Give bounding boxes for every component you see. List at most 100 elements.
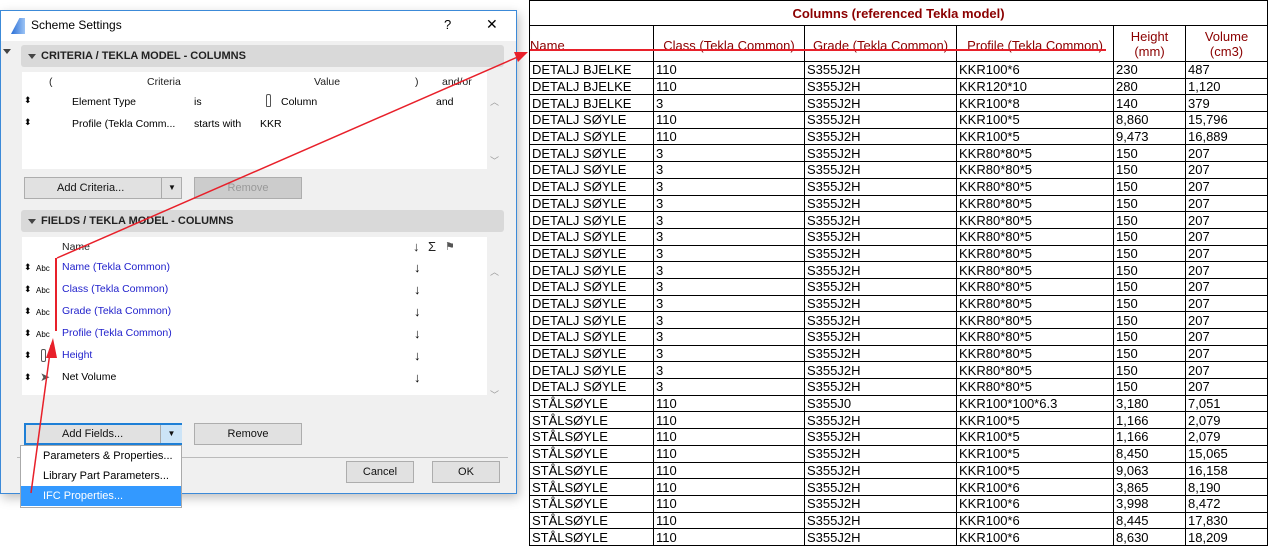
fields-section-header[interactable]: FIELDS / TEKLA MODEL - COLUMNS (21, 210, 504, 232)
menu-item-library-part-parameters[interactable]: Library Part Parameters... (43, 470, 169, 482)
add-criteria-button[interactable]: Add Criteria... ▼ (24, 177, 182, 199)
table-cell: 8,450 (1113, 444, 1186, 463)
table-cell: DETALJ SØYLE (529, 261, 654, 279)
drag-handle-icon[interactable]: ⬍ (24, 284, 32, 294)
criteria-op: starts with (194, 118, 242, 130)
table-cell: KKR100*5 (956, 444, 1114, 463)
table-cell: KKR80*80*5 (956, 161, 1114, 179)
drag-handle-icon[interactable]: ⬍ (24, 306, 32, 316)
table-cell: KKR100*5 (956, 127, 1114, 146)
table-cell: KKR80*80*5 (956, 211, 1114, 229)
table-cell: S355J2H (804, 528, 957, 546)
column-header: Class (Tekla Common) (653, 25, 805, 62)
collapse-arrow-icon[interactable] (3, 49, 11, 58)
scroll-down-icon[interactable]: ﹀ (490, 156, 500, 166)
scroll-up-icon[interactable]: ︿ (490, 97, 500, 107)
table-cell: 3,180 (1113, 394, 1186, 413)
menu-item-ifc-properties[interactable]: IFC Properties... (21, 486, 181, 506)
table-cell: 140 (1113, 94, 1186, 113)
field-name: Grade (Tekla Common) (62, 305, 172, 317)
remove-criteria-button: Remove (194, 177, 302, 199)
table-row: DETALJ SØYLE 3 S355J2H KKR80*80*5 150 207 (529, 211, 1268, 229)
cursor-icon: ➤ (40, 370, 51, 384)
table-row: DETALJ SØYLE 3 S355J2H KKR80*80*5 150 207 (529, 311, 1268, 329)
sort-arrow-icon[interactable]: ↓ (414, 304, 421, 319)
table-cell: 207 (1184, 311, 1268, 329)
column-header: Name (529, 25, 654, 62)
table-cell: S355J2H (804, 111, 957, 129)
add-fields-dropdown-menu: Parameters & Properties... Library Part … (20, 445, 182, 508)
close-button[interactable]: ✕ (486, 16, 498, 32)
table-cell: 207 (1184, 378, 1268, 396)
table-cell: S355J2H (804, 177, 957, 196)
table-cell: 110 (653, 77, 805, 96)
table-cell: DETALJ SØYLE (529, 161, 654, 179)
table-cell: 8,190 (1184, 478, 1268, 496)
menu-item-parameters-properties[interactable]: Parameters & Properties... (43, 450, 173, 462)
cancel-button[interactable]: Cancel (346, 461, 414, 483)
table-cell: STÅLSØYLE (529, 444, 654, 463)
table-cell: KKR80*80*5 (956, 328, 1114, 346)
criteria-section-header[interactable]: CRITERIA / TEKLA MODEL - COLUMNS (21, 45, 504, 67)
table-row: STÅLSØYLE 110 S355J2H KKR100*6 3,998 8,472 (529, 494, 1268, 513)
table-row: STÅLSØYLE 110 S355J0 KKR100*100*6.3 3,180 7,0… (529, 394, 1268, 413)
dropdown-arrow-icon[interactable]: ▼ (161, 178, 182, 198)
annotation-arrow-line (30, 344, 52, 494)
ok-button[interactable]: OK (432, 461, 500, 483)
table-cell: 15,796 (1184, 111, 1268, 129)
scroll-down-icon[interactable]: ﹀ (490, 390, 500, 400)
remove-fields-button[interactable]: Remove (194, 423, 302, 445)
drag-handle-icon[interactable]: ⬍ (24, 328, 32, 338)
table-cell: S355J2H (804, 94, 957, 113)
table-cell: 230 (1113, 61, 1186, 79)
table-cell: KKR100*6 (956, 511, 1114, 530)
table-cell: 487 (1184, 61, 1268, 79)
table-row: DETALJ BJELKE 3 S355J2H KKR100*8 140 379 (529, 94, 1268, 113)
table-cell: DETALJ SØYLE (529, 328, 654, 346)
table-cell: 3 (653, 94, 805, 113)
fields-list: Name ↓ Σ ⚑ ⬍ Abc Name (Tekla Common) ↓ ⬍ Ab… (22, 237, 487, 395)
table-cell: KKR100*5 (956, 111, 1114, 129)
table-row: DETALJ SØYLE 3 S355J2H KKR80*80*5 150 207 (529, 294, 1268, 313)
flag-icon: ⚑ (445, 241, 455, 253)
text-type-icon: Abc (36, 308, 50, 317)
table-row: STÅLSØYLE 110 S355J2H KKR100*6 8,630 18,209 (529, 528, 1268, 546)
table-cell: 150 (1113, 311, 1186, 329)
table-cell: DETALJ BJELKE (529, 94, 654, 113)
table-cell: KKR100*6 (956, 478, 1114, 496)
add-fields-button[interactable]: Add Fields... ▼ (24, 423, 182, 445)
table-cell: STÅLSØYLE (529, 511, 654, 530)
dropdown-arrow-icon[interactable]: ▼ (160, 425, 182, 443)
table-cell: S355J2H (804, 61, 957, 79)
sort-arrow-icon[interactable]: ↓ (414, 260, 421, 275)
table-cell: KKR80*80*5 (956, 294, 1114, 313)
table-cell: 2,079 (1184, 411, 1268, 430)
col-sum: Σ (428, 239, 437, 254)
scroll-up-icon[interactable]: ︿ (490, 267, 500, 277)
criteria-value: Column (281, 96, 318, 108)
sort-arrow-icon[interactable]: ↓ (414, 326, 421, 341)
drag-handle-icon[interactable]: ⬍ (24, 95, 32, 105)
table-cell: 8,860 (1113, 111, 1186, 129)
col-open-paren: ( (49, 76, 53, 88)
sort-arrow-icon[interactable]: ↓ (414, 370, 421, 385)
table-cell: DETALJ SØYLE (529, 294, 654, 313)
title-bar: Scheme Settings ? ✕ (1, 11, 516, 41)
drag-handle-icon[interactable]: ⬍ (24, 262, 32, 272)
sort-arrow-icon[interactable]: ↓ (414, 282, 421, 297)
table-cell: KKR100*5 (956, 411, 1114, 430)
column-icon (41, 349, 46, 362)
drag-handle-icon[interactable]: ⬍ (24, 372, 32, 382)
table-cell: DETALJ BJELKE (529, 77, 654, 96)
table-cell: DETALJ SØYLE (529, 311, 654, 329)
table-cell: DETALJ SØYLE (529, 194, 654, 213)
scheme-settings-dialog: Scheme Settings ? ✕ CRITERIA / TEKLA MOD… (0, 10, 517, 494)
drag-handle-icon[interactable]: ⬍ (24, 117, 32, 127)
drag-handle-icon[interactable]: ⬍ (24, 350, 32, 360)
table-cell: S355J2H (804, 511, 957, 530)
sort-arrow-icon[interactable]: ↓ (414, 348, 421, 363)
table-row: DETALJ SØYLE 110 S355J2H KKR100*5 8,860 15,79… (529, 111, 1268, 129)
table-row: STÅLSØYLE 110 S355J2H KKR100*5 1,166 2,079 (529, 411, 1268, 430)
help-button[interactable]: ? (444, 17, 452, 32)
table-cell: KKR120*10 (956, 77, 1114, 96)
